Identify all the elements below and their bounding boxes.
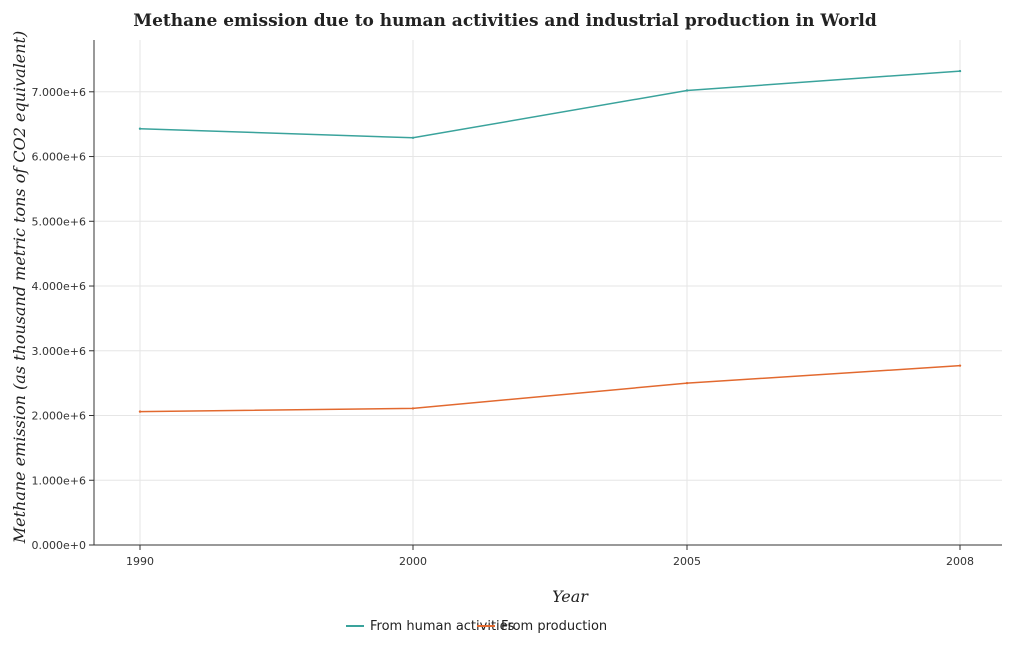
y-tick-label: 0.000e+0 [32,539,86,552]
series-line-0 [139,70,961,139]
series-lines [138,69,962,413]
y-axis-title: Methane emission (as thousand metric ton… [10,31,29,545]
data-point [138,410,142,413]
x-tick-label: 2005 [673,555,701,568]
y-tick-label: 1.000e+6 [32,474,86,487]
y-tick-label: 4.000e+6 [32,280,86,293]
data-point [685,381,689,385]
data-point [958,69,962,73]
y-tick-label: 5.000e+6 [32,215,86,228]
legend-label: From production [501,619,607,634]
data-point [411,407,415,410]
y-tick-label: 7.000e+6 [32,86,86,99]
data-point [958,364,962,367]
x-tick-label: 1990 [126,555,154,568]
legend-item-0: From human activities [346,619,515,634]
data-point [411,136,415,139]
x-tick-label: 2000 [399,555,427,568]
y-tick-label: 6.000e+6 [32,151,86,164]
x-axis-title: Year [552,587,589,606]
axes: 0.000e+0 1.000e+6 2.000e+6 3.000e+6 4.000e+6… [32,40,1002,568]
grid [94,40,1002,546]
series-line-1 [139,364,961,413]
legend-label: From human activities [370,619,515,634]
data-point [138,127,142,130]
y-tick-label: 3.000e+6 [32,345,86,358]
legend-item-1: From production [477,619,607,634]
data-point [685,89,689,92]
chart-title: Methane emission due to human activities… [133,11,877,31]
y-tick-label: 2.000e+6 [32,410,86,423]
x-tick-label: 2008 [946,555,974,568]
